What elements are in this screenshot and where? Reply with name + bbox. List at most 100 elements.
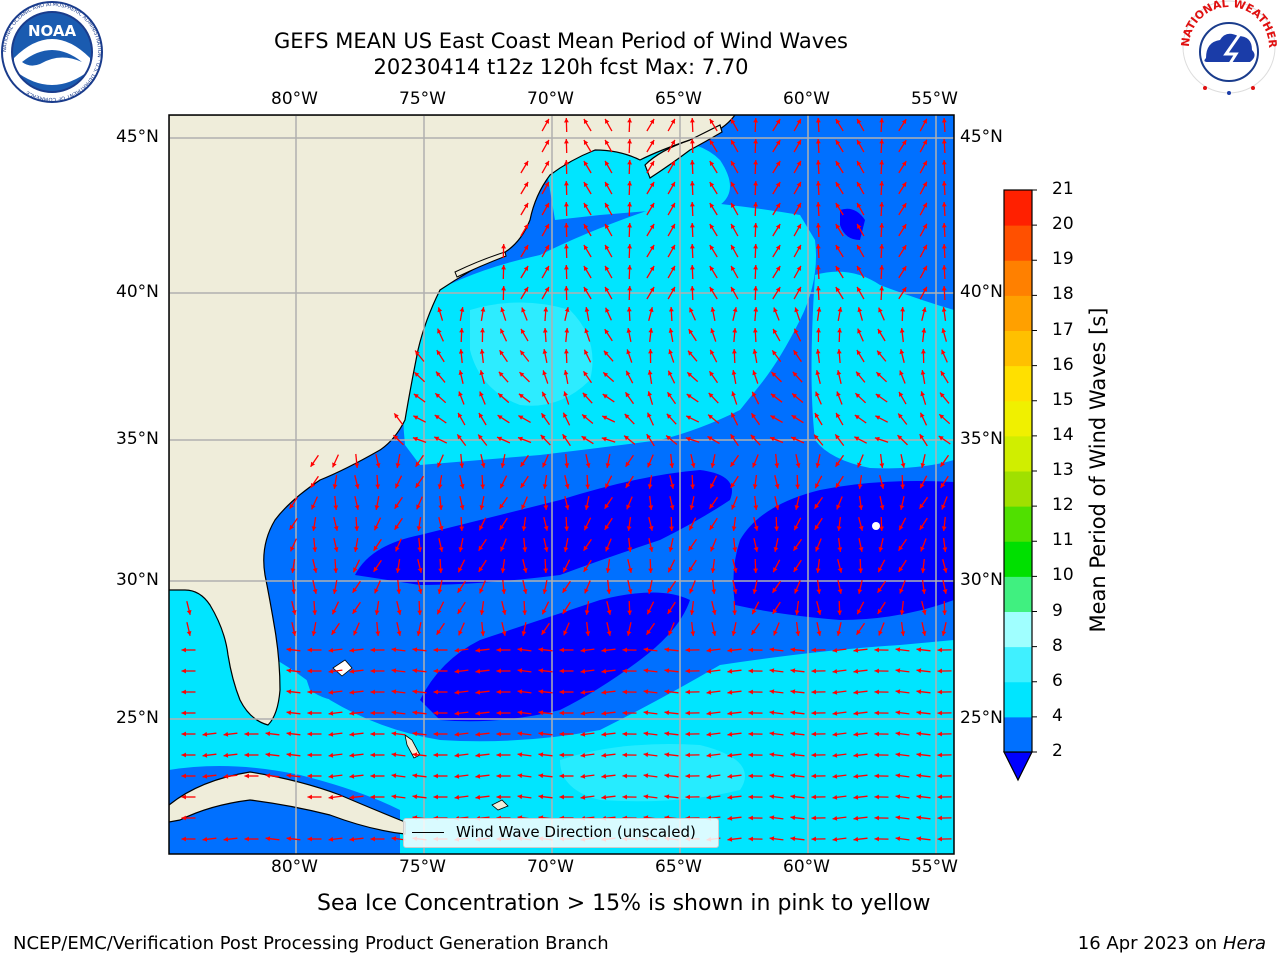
- colorbar-segment: [1004, 225, 1032, 261]
- wind-wave-arrow-head: [328, 836, 334, 842]
- wind-wave-arrow-head: [332, 462, 337, 468]
- wind-wave-arrow-head: [667, 392, 672, 398]
- wind-wave-arrow-head: [286, 647, 292, 653]
- lon-label-top-70w: 70°W: [527, 89, 574, 109]
- wind-wave-arrow-head: [921, 328, 927, 333]
- wind-wave-arrow-head: [649, 245, 655, 250]
- wind-wave-arrow-head: [244, 752, 249, 758]
- wind-wave-arrow-head: [814, 413, 820, 418]
- wind-wave-arrow-head: [412, 647, 418, 653]
- wind-wave-arrow-head: [291, 610, 297, 615]
- wind-wave-arrow-head: [837, 610, 842, 615]
- wind-wave-arrow-head: [373, 566, 379, 572]
- wind-wave-arrow-head: [496, 752, 501, 758]
- wind-wave-arrow-head: [605, 546, 610, 552]
- wind-wave-arrow-head: [669, 483, 675, 489]
- wind-wave-arrow-head: [811, 794, 816, 800]
- wind-wave-arrow-head: [835, 161, 841, 166]
- wind-wave-arrow-head: [627, 181, 632, 186]
- wind-wave-arrow-head: [836, 504, 841, 510]
- wind-wave-arrow-head: [752, 484, 758, 489]
- wind-wave-arrow-head: [668, 547, 674, 552]
- wind-wave-arrow-head: [349, 836, 355, 842]
- wind-wave-arrow-head: [685, 689, 690, 695]
- wind-wave-arrow-head: [581, 436, 587, 441]
- wind-wave-arrow-head: [583, 161, 589, 166]
- lon-label-bottom-55w: 55°W: [911, 857, 958, 877]
- wind-wave-arrow-head: [835, 482, 841, 488]
- wind-wave-arrow-head: [647, 391, 652, 397]
- wind-wave-arrow-head: [544, 202, 549, 208]
- wind-wave-arrow-head: [352, 587, 357, 593]
- wind-wave-arrow-head: [437, 328, 442, 334]
- wind-wave-arrow-head: [181, 668, 186, 674]
- lat-label-left-25n: 25°N: [116, 708, 159, 728]
- lon-label-bottom-65w: 65°W: [655, 857, 702, 877]
- wind-wave-arrow-head: [753, 307, 759, 312]
- colorbar-tick-label: 21: [1052, 179, 1074, 199]
- wind-wave-arrow-head: [627, 286, 632, 291]
- wind-wave-arrow-head: [458, 370, 464, 375]
- wind-wave-arrow-head: [559, 710, 564, 716]
- wind-wave-arrow-head: [664, 731, 670, 737]
- wind-wave-arrow-head: [480, 328, 485, 333]
- wind-wave-arrow-head: [202, 836, 208, 842]
- wind-wave-arrow-head: [769, 710, 775, 715]
- wind-wave-arrow-head: [312, 589, 318, 594]
- wind-wave-arrow-head: [433, 752, 438, 758]
- wind-wave-arrow-head: [605, 181, 610, 187]
- wind-wave-arrow-head: [775, 161, 781, 166]
- wind-wave-arrow-head: [731, 139, 736, 145]
- wind-wave-arrow-head: [709, 224, 715, 229]
- wind-wave-arrow-head: [796, 286, 801, 292]
- wind-wave-arrow-head: [939, 414, 945, 419]
- wind-wave-arrow-head: [649, 287, 655, 292]
- wind-wave-arrow-head: [542, 484, 548, 489]
- wind-wave-arrow-head: [500, 568, 506, 573]
- wind-wave-arrow-head: [941, 118, 947, 123]
- wind-wave-arrow-head: [475, 773, 481, 779]
- wind-wave-arrow-head: [688, 329, 694, 335]
- wind-wave-arrow-head: [286, 752, 292, 758]
- wind-wave-arrow-head: [771, 372, 777, 377]
- wind-wave-arrow-head: [564, 223, 569, 228]
- lon-label-bottom-70w: 70°W: [527, 857, 574, 877]
- wind-wave-arrow-head: [815, 483, 820, 489]
- wind-wave-arrow-head: [605, 160, 610, 166]
- wind-wave-arrow-head: [434, 415, 440, 420]
- wind-wave-arrow-head: [837, 328, 842, 333]
- wind-wave-arrow-head: [895, 710, 901, 715]
- wind-wave-arrow-head: [899, 588, 904, 594]
- wind-wave-arrow-head: [544, 160, 549, 166]
- wind-wave-arrow-head: [855, 393, 861, 398]
- wind-wave-arrow-head: [732, 589, 738, 594]
- wind-wave-arrow-head: [709, 140, 715, 145]
- wind-wave-arrow-head: [937, 647, 942, 653]
- wind-wave-arrow-head: [458, 412, 463, 418]
- wind-wave-arrow-head: [517, 731, 523, 737]
- wind-wave-arrow-head: [584, 328, 589, 334]
- colorbar: [1003, 189, 1037, 782]
- wind-wave-arrow-head: [601, 436, 607, 442]
- wind-wave-arrow-head: [790, 836, 796, 842]
- wind-wave-arrow-head: [622, 668, 627, 674]
- wind-wave-arrow-head: [349, 731, 355, 737]
- wind-wave-arrow-head: [790, 731, 796, 737]
- wind-wave-arrow-head: [835, 461, 840, 467]
- wind-wave-arrow-head: [391, 689, 397, 695]
- wind-wave-arrow-head: [811, 836, 816, 842]
- wind-wave-arrow-head: [731, 370, 737, 375]
- wind-wave-arrow-head: [479, 391, 484, 397]
- wind-wave-arrow-head: [517, 773, 523, 779]
- wind-wave-arrow-head: [709, 245, 715, 250]
- wind-wave-arrow-head: [564, 139, 569, 144]
- wind-wave-arrow-head: [479, 349, 485, 354]
- wind-wave-arrow-head: [748, 815, 753, 821]
- land-north-america: [169, 115, 736, 726]
- wind-wave-arrow-head: [769, 794, 775, 799]
- wind-wave-arrow-head: [775, 182, 781, 187]
- wind-wave-arrow-head: [690, 118, 695, 123]
- cyan-region-gulf-of-maine: [545, 140, 730, 220]
- wind-wave-arrow-head: [857, 181, 862, 187]
- wind-wave-arrow-head: [706, 752, 712, 758]
